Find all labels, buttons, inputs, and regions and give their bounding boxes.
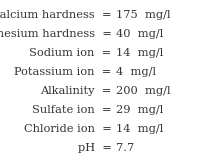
Text: 29  mg/l: 29 mg/l (116, 105, 163, 115)
Text: 14  mg/l: 14 mg/l (116, 48, 163, 58)
Text: Potassium ion  =: Potassium ion = (14, 67, 112, 77)
Text: 40  mg/l: 40 mg/l (116, 29, 163, 39)
Text: Magnesium hardness  =: Magnesium hardness = (0, 29, 112, 39)
Text: Sodium ion  =: Sodium ion = (29, 48, 112, 58)
Text: 7.7: 7.7 (116, 143, 134, 153)
Text: Alkalinity  =: Alkalinity = (40, 86, 112, 96)
Text: pH  =: pH = (78, 143, 112, 153)
Text: Calcium hardness  =: Calcium hardness = (0, 10, 112, 20)
Text: Chloride ion  =: Chloride ion = (24, 124, 112, 134)
Text: 14  mg/l: 14 mg/l (116, 124, 163, 134)
Text: Sulfate ion  =: Sulfate ion = (32, 105, 111, 115)
Text: 4  mg/l: 4 mg/l (116, 67, 156, 77)
Text: 175  mg/l: 175 mg/l (116, 10, 170, 20)
Text: 200  mg/l: 200 mg/l (116, 86, 170, 96)
